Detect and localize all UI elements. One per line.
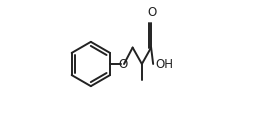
- Text: OH: OH: [155, 57, 173, 71]
- Text: O: O: [147, 6, 156, 19]
- Text: O: O: [118, 57, 127, 71]
